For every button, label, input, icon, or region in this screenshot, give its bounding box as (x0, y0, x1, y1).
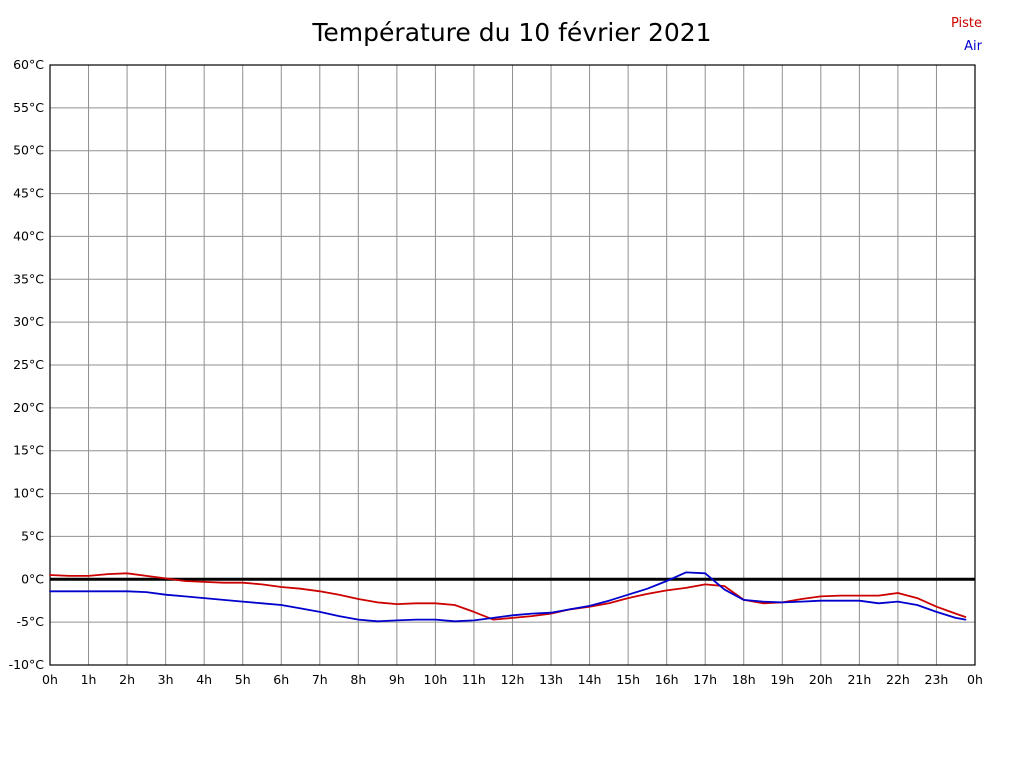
x-tick-label: 9h (389, 672, 405, 687)
y-tick-label: 35°C (13, 271, 44, 286)
y-tick-label: 15°C (13, 443, 44, 458)
x-tick-label: 20h (809, 672, 833, 687)
chart-title: Température du 10 février 2021 (312, 18, 712, 47)
x-tick-label: 15h (616, 672, 640, 687)
y-tick-label: 40°C (13, 228, 44, 243)
x-tick-label: 14h (578, 672, 602, 687)
legend-piste-label: Piste (950, 16, 982, 31)
y-tick-label: 30°C (13, 314, 44, 329)
x-tick-label: 3h (158, 672, 174, 687)
legend-air-label: Air (964, 39, 982, 54)
chart-legend: Piste Air (951, 12, 982, 58)
y-tick-label: -5°C (17, 614, 45, 629)
y-tick-label: 25°C (13, 357, 44, 372)
x-tick-label: 0h (42, 672, 58, 687)
x-tick-label: 18h (732, 672, 756, 687)
x-tick-label: 16h (655, 672, 679, 687)
y-tick-label: 50°C (13, 143, 44, 158)
x-tick-label: 21h (847, 672, 871, 687)
x-tick-label: 1h (81, 672, 97, 687)
x-tick-label: 17h (693, 672, 717, 687)
x-tick-label: 0h (967, 672, 983, 687)
x-tick-label: 11h (462, 672, 486, 687)
x-tick-label: 19h (770, 672, 794, 687)
series-line-air (49, 571, 967, 623)
x-tick-label: 4h (196, 672, 212, 687)
plot-border (49, 64, 976, 666)
series-line-piste (49, 572, 967, 621)
x-tick-label: 13h (539, 672, 563, 687)
x-tick-label: 23h (925, 672, 949, 687)
x-tick-label: 7h (312, 672, 328, 687)
x-tick-label: 5h (235, 672, 251, 687)
y-tick-label: 10°C (13, 486, 44, 501)
y-tick-label: 55°C (13, 100, 44, 115)
y-tick-label: 20°C (13, 400, 44, 415)
y-tick-label: 60°C (13, 57, 44, 72)
x-tick-label: 22h (886, 672, 910, 687)
x-tick-label: 8h (350, 672, 366, 687)
x-tick-label: 6h (273, 672, 289, 687)
x-tick-label: 2h (119, 672, 135, 687)
y-tick-label: 5°C (21, 528, 44, 543)
x-tick-label: 10h (424, 672, 448, 687)
y-tick-label: 45°C (13, 186, 44, 201)
x-tick-label: 12h (501, 672, 525, 687)
y-tick-label: 0°C (21, 571, 44, 586)
y-tick-label: -10°C (9, 657, 45, 672)
